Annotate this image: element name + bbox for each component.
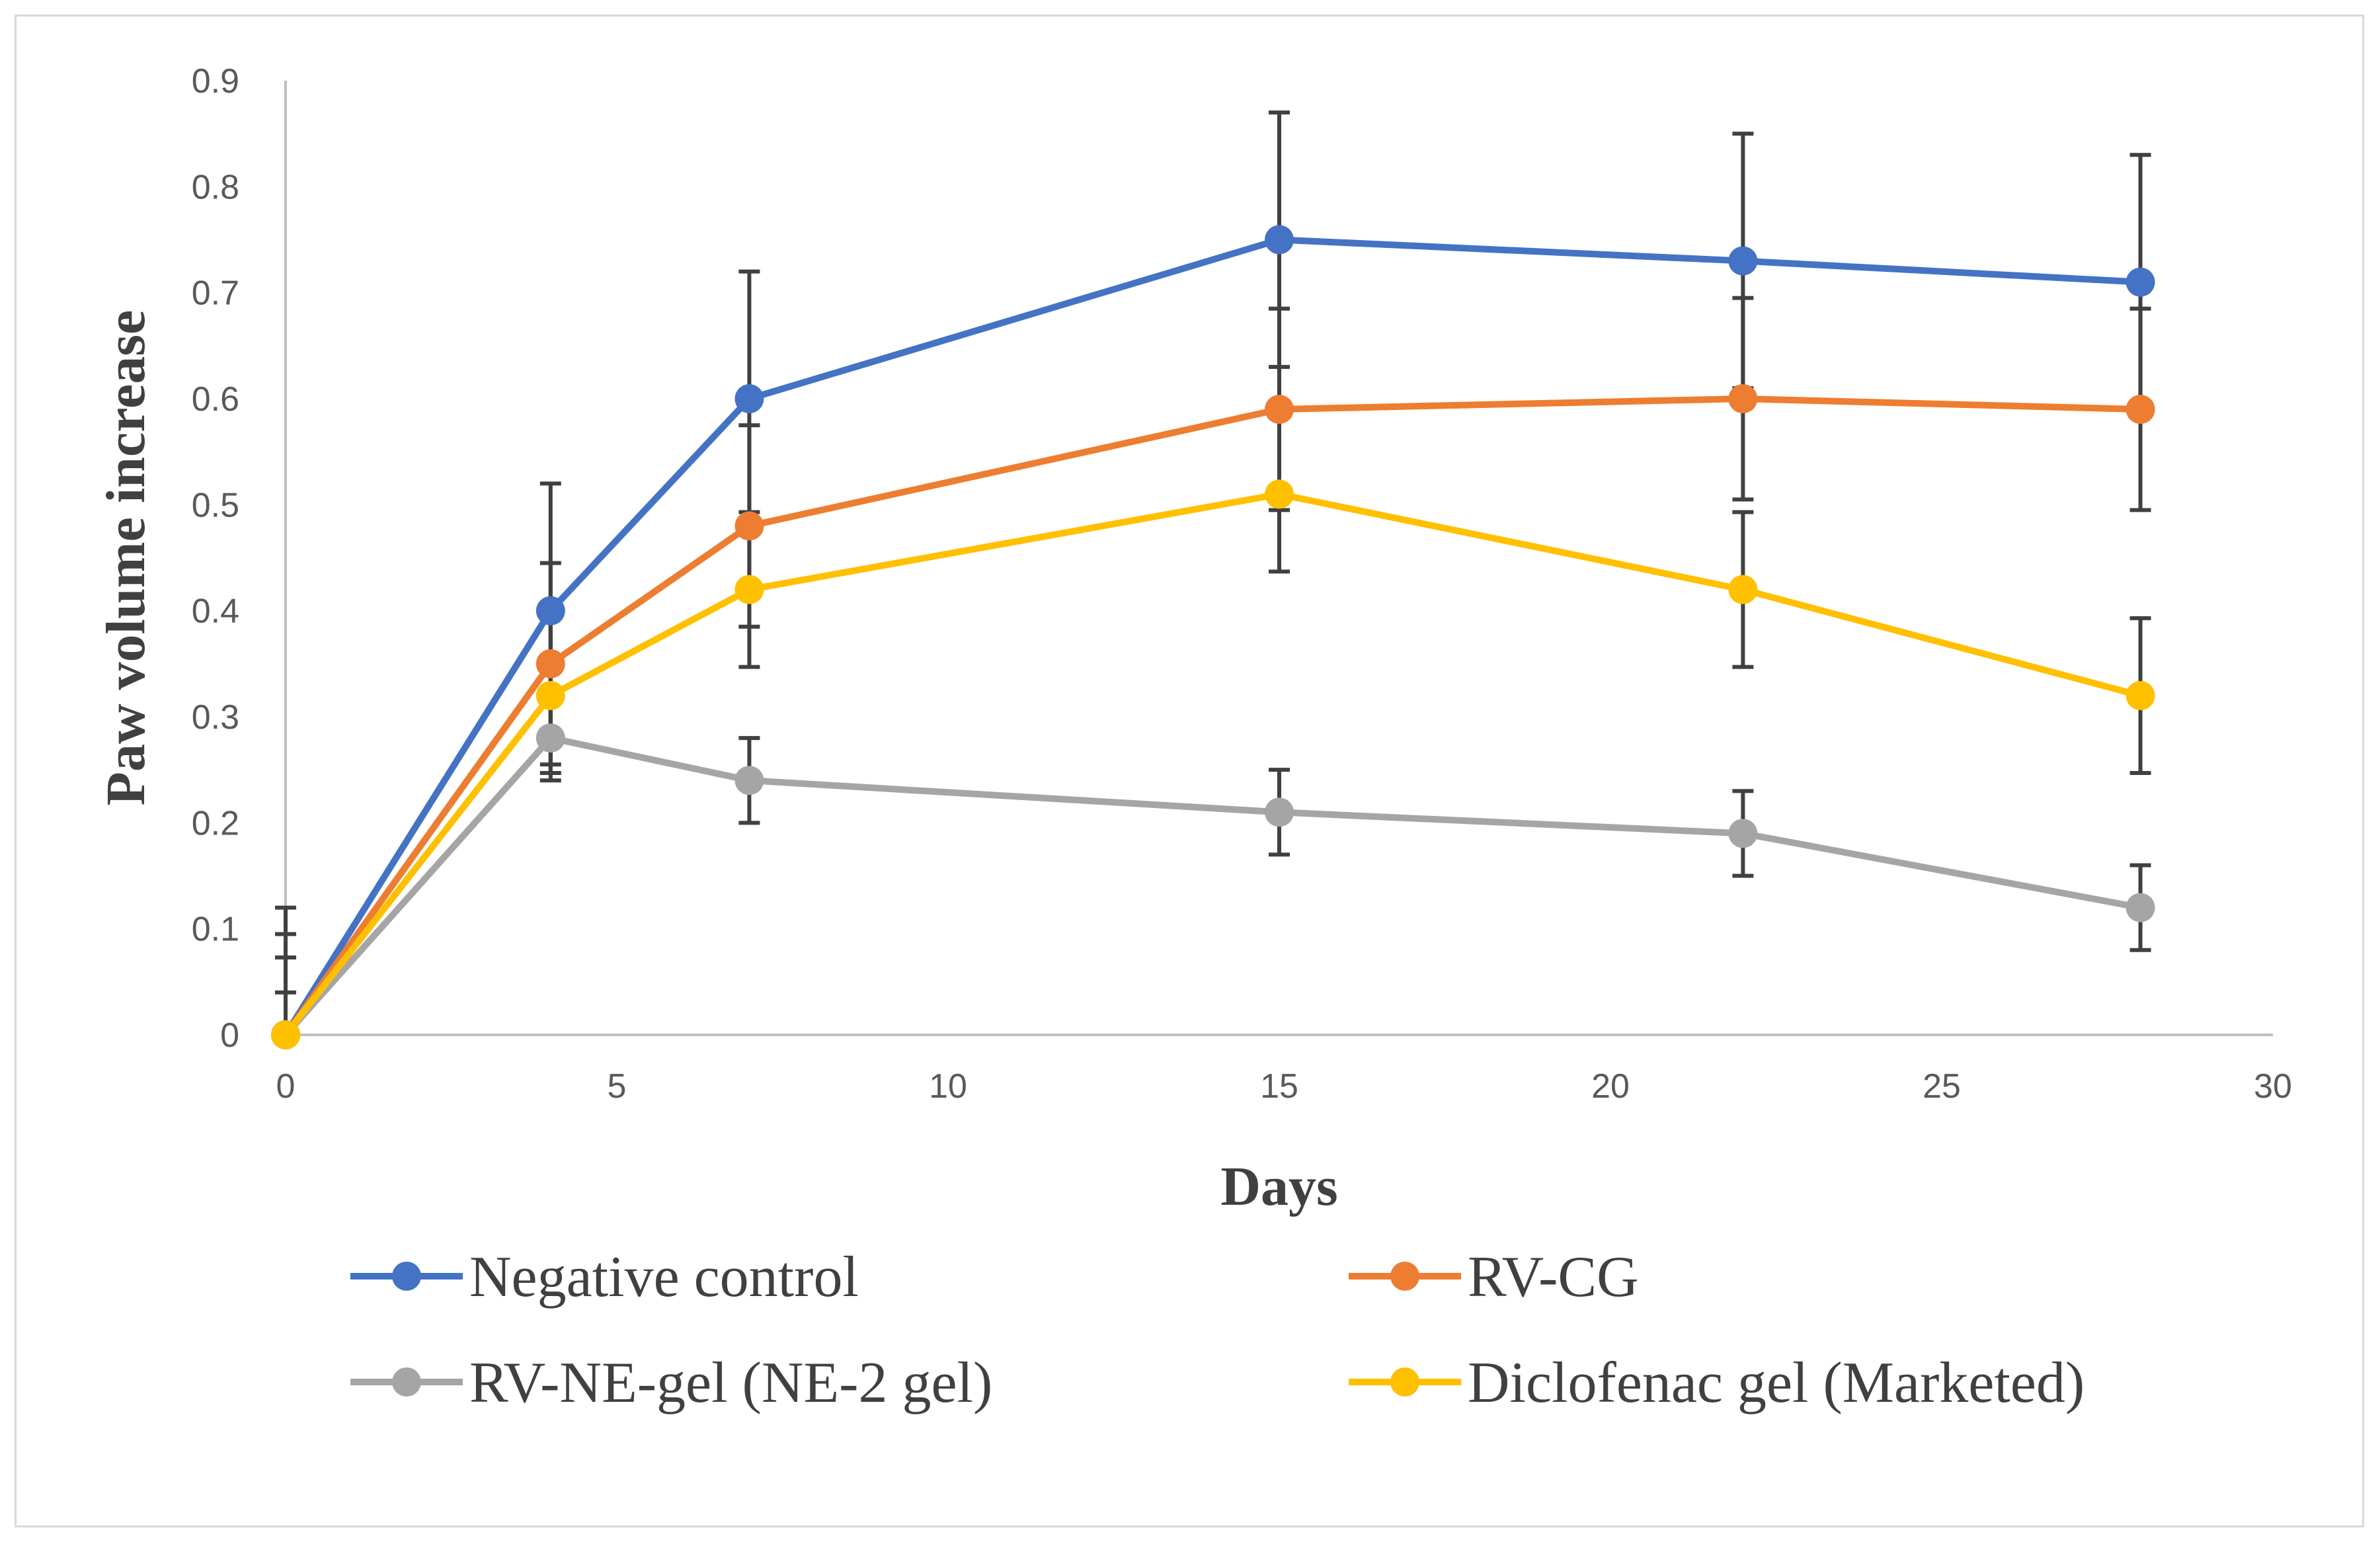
data-point	[1728, 819, 1758, 848]
data-point	[1265, 225, 1294, 255]
legend-swatch-marker	[392, 1367, 421, 1397]
legend-label: RV-NE-gel (NE-2 gel)	[469, 1351, 992, 1415]
legend-label: Diclofenac gel (Marketed)	[1468, 1351, 2084, 1415]
x-axis-title: Days	[1220, 1156, 1337, 1217]
x-tick-label: 0	[276, 1067, 296, 1106]
series-line-1	[282, 395, 2141, 1037]
y-tick-label: 0.6	[192, 380, 239, 419]
legend: Negative control RV-CG RV-NE-gel (NE-2 gel…	[350, 1245, 2084, 1415]
data-point	[734, 575, 764, 604]
y-tick-label: 0.4	[192, 592, 239, 631]
data-point	[271, 1020, 300, 1049]
y-tick-label: 0	[220, 1016, 239, 1055]
data-point	[2125, 395, 2155, 425]
data-point	[536, 649, 565, 678]
data-point	[1265, 479, 1294, 509]
data-point	[734, 384, 764, 413]
error-bars	[275, 110, 2151, 1035]
series-points	[271, 225, 2155, 1049]
data-point	[1728, 575, 1758, 604]
data-point	[2125, 680, 2155, 710]
y-tick-label: 0.7	[192, 274, 239, 313]
y-tick-label: 0.5	[192, 486, 239, 524]
y-tick-label: 0.8	[192, 168, 239, 206]
y-tick-label: 0.3	[192, 698, 239, 737]
y-tick-label: 0.2	[192, 804, 239, 842]
x-tick-label: 30	[2254, 1067, 2292, 1106]
data-point	[1728, 384, 1758, 413]
tick-labels: 0 0.1 0.2 0.3 0.4 0.5 0.6 0.7 0.8 0.9 0 5 10 15 20 25 30	[192, 62, 2292, 1106]
data-point	[536, 596, 565, 626]
data-point	[1728, 246, 1758, 276]
data-point	[734, 511, 764, 541]
y-tick-label: 0.1	[192, 911, 239, 949]
data-point	[2125, 893, 2155, 922]
data-point	[536, 680, 565, 710]
x-tick-label: 15	[1260, 1067, 1298, 1106]
data-point	[536, 723, 565, 753]
legend-swatch-marker	[392, 1262, 421, 1291]
data-point	[734, 766, 764, 795]
series-line-0	[282, 236, 2141, 1037]
data-point	[1265, 797, 1294, 827]
y-axis-title: Paw volume increase	[95, 310, 157, 806]
legend-swatch-marker	[1390, 1367, 1419, 1397]
data-point	[2125, 267, 2155, 297]
x-tick-label: 25	[1923, 1067, 1961, 1106]
data-point	[1265, 395, 1294, 425]
legend-label: Negative control	[469, 1245, 859, 1309]
x-tick-label: 20	[1591, 1067, 1630, 1106]
series-lines	[282, 236, 2141, 1037]
x-tick-label: 5	[608, 1067, 627, 1106]
series-line-3	[283, 491, 2141, 1037]
series-line-2	[283, 735, 2141, 1037]
legend-swatch-marker	[1390, 1262, 1419, 1291]
legend-label: RV-CG	[1468, 1245, 1639, 1309]
x-tick-label: 10	[929, 1067, 967, 1106]
axes	[284, 81, 2273, 1036]
y-tick-label: 0.9	[192, 62, 239, 101]
